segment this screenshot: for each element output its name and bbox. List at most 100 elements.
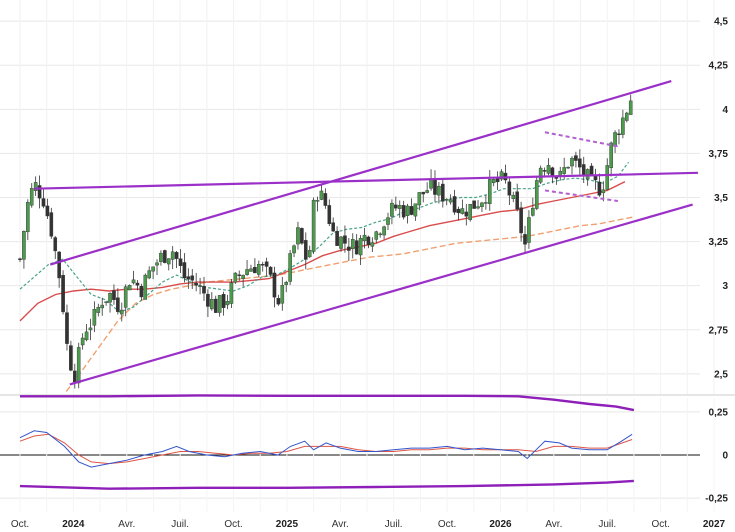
- candle-body: [225, 301, 230, 306]
- ma-red-line: [19, 180, 626, 322]
- candle-body: [104, 301, 108, 303]
- time-tick-label: 2026: [489, 519, 512, 530]
- candle-body: [378, 233, 382, 236]
- candle-body: [92, 309, 97, 326]
- candle-body: [73, 370, 77, 382]
- candle-body: [511, 194, 516, 199]
- candle-body: [139, 286, 144, 298]
- candle-body: [335, 230, 339, 246]
- time-tick-label: Oct.: [11, 519, 29, 530]
- candle-body: [441, 183, 445, 202]
- candle-body: [307, 250, 312, 258]
- candle-body: [45, 205, 50, 217]
- candle-body: [206, 293, 210, 307]
- time-tick-label: Avr.: [545, 519, 562, 530]
- candle-body: [609, 142, 613, 169]
- candle-body: [327, 205, 332, 224]
- candle-body: [339, 236, 343, 249]
- candle-body: [272, 272, 277, 298]
- candle-body: [41, 198, 46, 207]
- time-tick-label: Oct.: [651, 519, 669, 530]
- candle-body: [69, 345, 73, 371]
- time-tick-label: 2025: [276, 519, 299, 530]
- osc-tick-label: -0,25: [705, 494, 728, 505]
- volume-line: [20, 394, 635, 412]
- candle-body: [292, 245, 296, 254]
- candle-body: [233, 272, 238, 283]
- candle-body: [22, 231, 26, 260]
- candle-body: [491, 179, 496, 184]
- candle-body: [61, 275, 65, 313]
- candle-body: [202, 285, 206, 294]
- candle-body: [174, 252, 179, 259]
- candle-body: [229, 282, 234, 304]
- candle-body: [300, 228, 304, 244]
- candle-body: [515, 191, 519, 210]
- ma-orange-line: [65, 216, 635, 392]
- candle-body: [448, 199, 453, 203]
- candle-body: [593, 175, 598, 181]
- time-tick-label: Juil.: [171, 519, 189, 530]
- candle-body: [151, 266, 155, 272]
- candle-body: [546, 165, 551, 174]
- price-tick-label: 3,75: [709, 149, 729, 160]
- candle-body: [581, 164, 586, 176]
- time-tick-label: Juil.: [385, 519, 403, 530]
- candle-body: [186, 276, 191, 280]
- candle-body: [417, 192, 422, 206]
- candle-body: [116, 297, 120, 312]
- price-tick-label: 4,25: [709, 61, 729, 72]
- candle-body: [163, 250, 167, 263]
- moving-averages: [19, 161, 635, 392]
- candle-body: [147, 270, 151, 279]
- osc-signal-line: [19, 433, 633, 465]
- candle-body: [198, 285, 202, 287]
- candle-body: [264, 261, 269, 267]
- trendline-flag-top: [544, 131, 619, 148]
- candle-body: [108, 293, 112, 303]
- candle-body: [382, 226, 386, 236]
- candle-body: [276, 298, 281, 305]
- candle-body: [170, 251, 175, 260]
- candle-body: [131, 279, 136, 284]
- time-tick-label: Oct.: [438, 519, 456, 530]
- candle-body: [331, 222, 335, 232]
- candle-body: [210, 299, 214, 310]
- candle-body: [437, 185, 441, 196]
- candle-body: [409, 206, 414, 215]
- candle-body: [394, 204, 398, 209]
- candle-body: [221, 294, 226, 308]
- candle-body: [562, 167, 566, 174]
- candle-body: [617, 133, 621, 135]
- price-tick-label: 4: [722, 105, 728, 116]
- price-tick-label: 3: [722, 281, 728, 292]
- price-tick-label: 3,5: [714, 193, 728, 204]
- candle-body: [323, 193, 328, 206]
- candle-body: [464, 211, 469, 217]
- candle-body: [119, 309, 124, 315]
- candle-body: [476, 206, 480, 209]
- candle-body: [578, 158, 582, 168]
- candle-body: [421, 191, 426, 195]
- candle-body: [257, 264, 261, 275]
- candle-body: [135, 282, 140, 286]
- candle-body: [519, 207, 523, 234]
- candle-body: [499, 171, 504, 180]
- candle-body: [315, 200, 320, 202]
- candle-body: [390, 202, 394, 217]
- osc-main-line: [19, 430, 633, 468]
- candle-body: [159, 252, 163, 263]
- candle-body: [182, 262, 187, 279]
- candle-body: [484, 202, 488, 204]
- candle-body: [284, 282, 289, 285]
- candle-body: [589, 165, 594, 175]
- candle-body: [347, 246, 351, 251]
- candle-body: [558, 170, 563, 176]
- candle-body: [80, 337, 85, 346]
- candle-body: [100, 304, 105, 309]
- candle-body: [33, 182, 38, 191]
- candle-body: [374, 231, 379, 240]
- time-tick-label: 2024: [62, 519, 85, 530]
- candle-body: [288, 253, 292, 282]
- candle-body: [405, 205, 410, 216]
